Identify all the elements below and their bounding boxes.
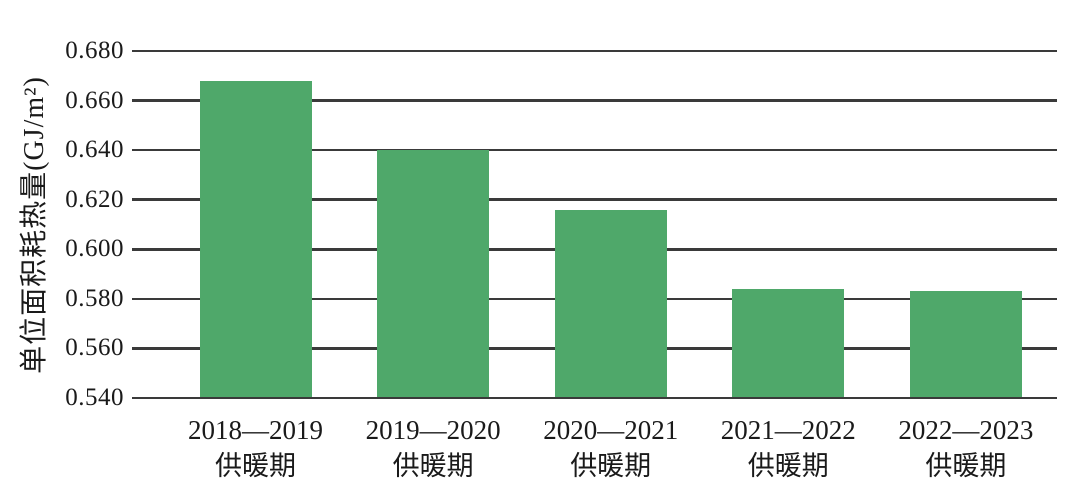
gridline <box>132 99 1057 102</box>
x-label-period: 供暖期 <box>392 451 474 481</box>
x-label-period: 供暖期 <box>925 451 1007 481</box>
bar <box>377 150 490 398</box>
bar <box>554 209 667 398</box>
x-label-years: 2018—2019 <box>188 415 323 445</box>
y-tick-label: 0.580 <box>65 284 124 312</box>
x-label-years: 2020—2021 <box>543 415 679 445</box>
x-label-period: 供暖期 <box>570 451 652 481</box>
x-label-years: 2021—2022 <box>720 415 856 445</box>
bar <box>909 291 1022 398</box>
x-axis-label: 2018—2019 供暖期 <box>156 414 356 483</box>
y-tick-label: 0.600 <box>65 235 124 263</box>
y-tick-label: 0.660 <box>65 86 124 114</box>
x-label-years: 2022—2023 <box>898 415 1034 445</box>
x-axis-label: 2020—2021 供暖期 <box>511 414 711 483</box>
plot-area <box>132 49 1057 400</box>
gridline <box>132 148 1057 152</box>
x-axis-baseline <box>132 396 1057 400</box>
x-label-period: 供暖期 <box>215 451 296 481</box>
x-axis-label: 2019—2020 供暖期 <box>333 414 533 483</box>
y-axis-title: 单位面积耗热量(GJ/m²) <box>19 75 51 374</box>
y-tick-label: 0.540 <box>65 384 124 411</box>
gridline <box>132 49 1057 53</box>
x-axis-label: 2022—2023 供暖期 <box>866 414 1066 483</box>
x-label-period: 供暖期 <box>747 451 829 481</box>
y-tick-label: 0.560 <box>65 334 124 362</box>
bar <box>732 288 845 398</box>
y-tick-label: 0.640 <box>65 136 124 164</box>
y-tick-label: 0.680 <box>65 37 124 64</box>
x-axis-label: 2021—2022 供暖期 <box>688 414 888 483</box>
bar <box>199 80 312 398</box>
gridline <box>132 198 1057 201</box>
x-label-years: 2019—2020 <box>365 415 501 445</box>
y-tick-label: 0.620 <box>65 185 124 213</box>
